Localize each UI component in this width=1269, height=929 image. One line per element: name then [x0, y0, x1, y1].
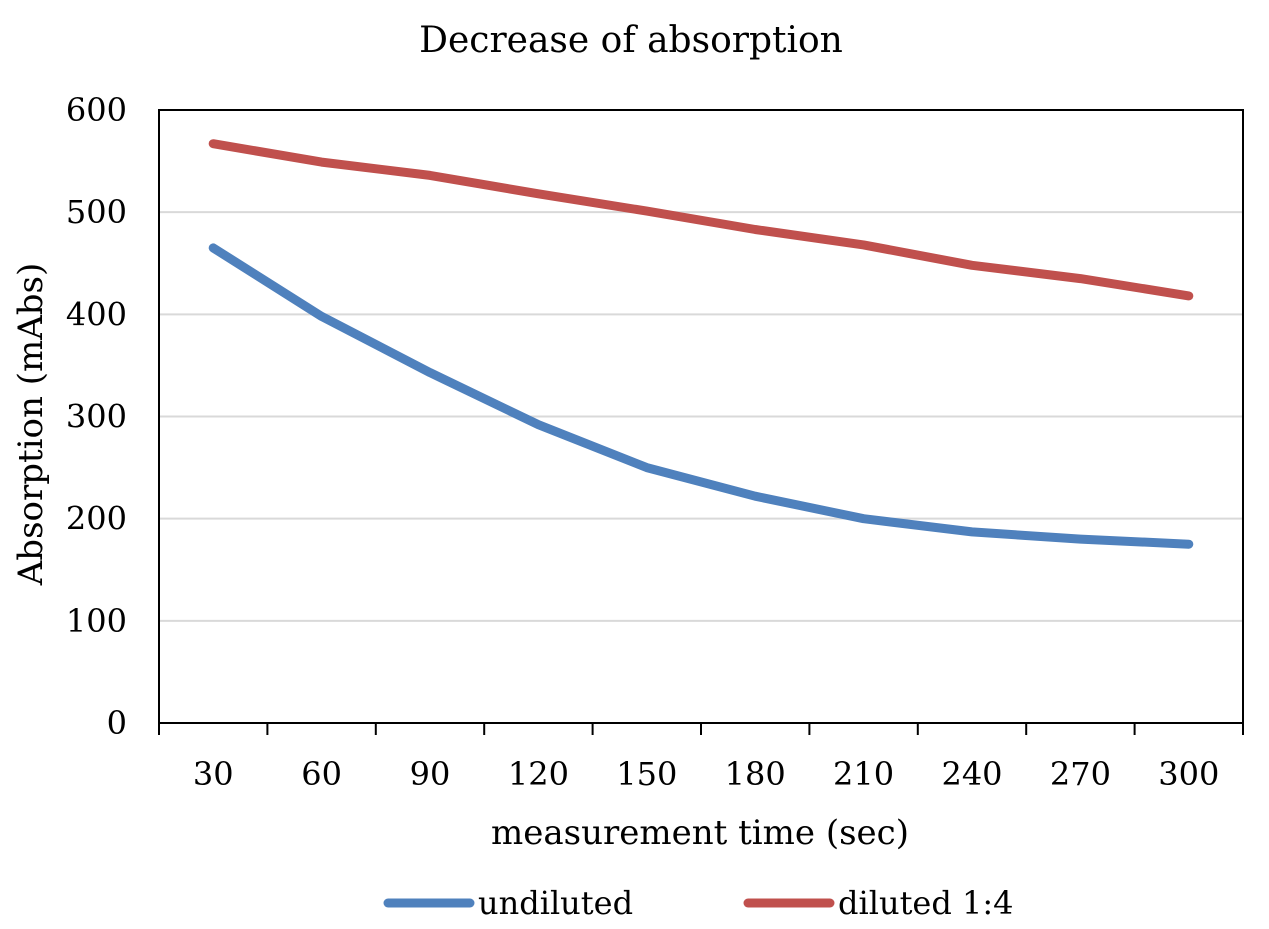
- y-tick-label: 100: [66, 602, 127, 640]
- x-tick-label: 30: [193, 755, 234, 793]
- x-axis-label: measurement time (sec): [491, 813, 909, 853]
- tick-labels: 0 100 200 300 400 500 600 30 60 90 120 150 180 210 240…: [66, 91, 1219, 793]
- x-tick-label: 150: [616, 755, 677, 793]
- y-tick-label: 200: [66, 500, 127, 538]
- gridlines: [159, 110, 1243, 621]
- x-tick-label: 210: [833, 755, 894, 793]
- y-tick-label: 400: [66, 295, 127, 333]
- x-tick-label: 240: [941, 755, 1002, 793]
- legend: undiluted diluted 1:4: [388, 884, 1014, 922]
- legend-label-1: undiluted: [478, 884, 633, 922]
- x-tick-label: 60: [301, 755, 342, 793]
- y-axis-label: Absorption (mAbs): [11, 263, 51, 587]
- y-tick-label: 600: [66, 91, 127, 129]
- x-tick-label: 270: [1050, 755, 1111, 793]
- x-tick-label: 300: [1158, 755, 1219, 793]
- x-tick-label: 180: [725, 755, 786, 793]
- legend-label-2: diluted 1:4: [838, 884, 1014, 922]
- x-tick-label: 90: [410, 755, 451, 793]
- axes: [159, 110, 1243, 735]
- y-tick-label: 0: [107, 704, 127, 742]
- series-line-1: [213, 248, 1189, 544]
- series-lines: [213, 144, 1189, 545]
- series-line-2: [213, 144, 1189, 296]
- y-tick-label: 500: [66, 193, 127, 231]
- chart-title: Decrease of absorption: [419, 20, 843, 61]
- x-tick-label: 120: [508, 755, 569, 793]
- y-tick-label: 300: [66, 398, 127, 436]
